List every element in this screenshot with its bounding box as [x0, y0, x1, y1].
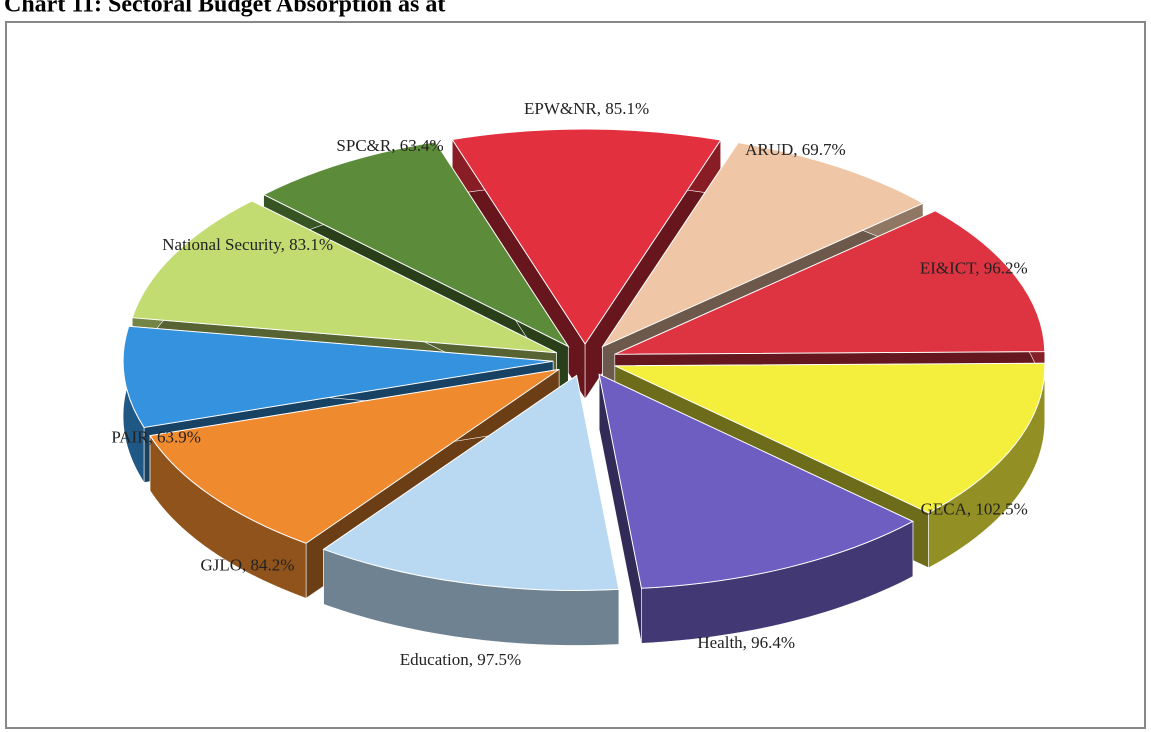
slice — [322, 374, 620, 591]
data-label: GJLO, 84.2% — [201, 556, 295, 575]
data-label: ARUD, 69.7% — [745, 140, 846, 159]
data-label: Health, 96.4% — [697, 633, 795, 652]
slice — [149, 368, 560, 544]
data-label: EI&ICT, 96.2% — [920, 258, 1028, 277]
slice — [451, 128, 722, 345]
slice — [122, 325, 554, 429]
data-label: EPW&NR, 85.1% — [524, 99, 649, 118]
data-label: Education, 97.5% — [400, 650, 521, 669]
data-label: GECA, 102.5% — [921, 499, 1028, 518]
data-label: SPC&R, 63.4% — [336, 136, 443, 155]
slice — [614, 362, 1046, 514]
data-label: PAIR, 63.9% — [111, 428, 201, 447]
data-label: National Security, 83.1% — [162, 235, 333, 254]
slice — [601, 142, 925, 348]
slice — [131, 200, 557, 354]
chart-title: Chart 11: Sectoral Budget Absorption as … — [4, 0, 445, 18]
slice — [598, 373, 915, 589]
slice — [614, 210, 1046, 355]
slice — [262, 141, 570, 348]
